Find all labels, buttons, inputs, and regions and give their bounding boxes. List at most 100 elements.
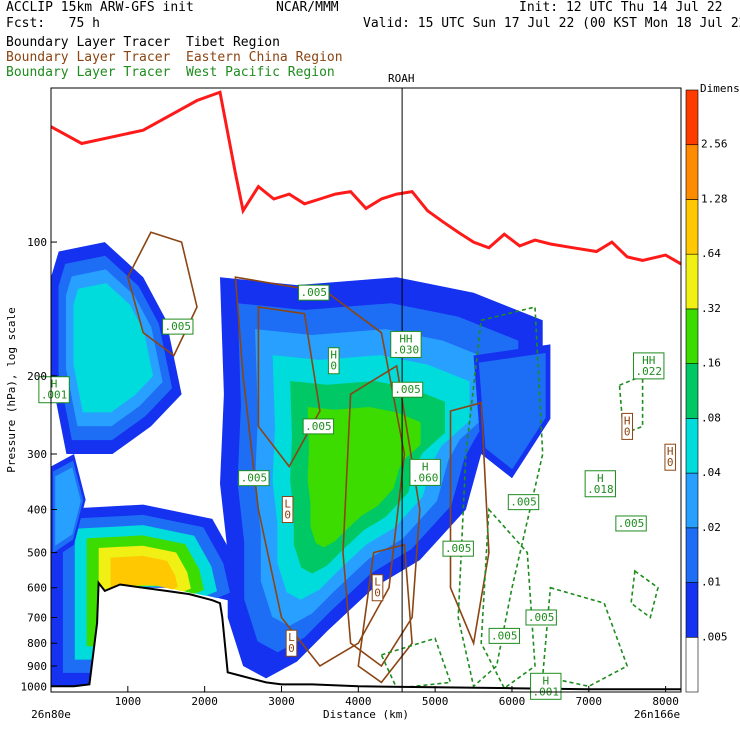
- annotation-box-7: [281, 496, 294, 524]
- x-end-label: 26n166e: [634, 708, 680, 721]
- y-tick-label-4: 500: [27, 547, 47, 560]
- colorbar-label-0: .005: [701, 630, 728, 643]
- y-tick-label-9: 1000: [21, 680, 48, 693]
- header-forecast-hour: Fcst: 75 h: [6, 16, 100, 31]
- y-tick-label-6: 700: [27, 611, 47, 624]
- annotation-label-16-0: HH: [642, 354, 655, 367]
- x-tick-label-5: 6000: [499, 695, 526, 708]
- annotation-label-14-1: .018: [587, 483, 614, 496]
- annotation-box-21: [530, 672, 562, 700]
- annotation-box-15: [615, 515, 647, 532]
- y-tick-label-7: 800: [27, 637, 47, 650]
- colorbar-segment-8: [685, 199, 699, 255]
- y-axis-label: Pressure (hPa), log scale: [5, 307, 18, 473]
- annotation-box-6: [409, 458, 441, 486]
- annotation-box-20: [488, 627, 520, 644]
- annotation-label-21-0: H: [542, 674, 549, 687]
- header-run-title: ACCLIP 15km ARW-GFS init: [6, 0, 194, 15]
- x-tick-label-6: 7000: [576, 695, 603, 708]
- annotation-box-12: [442, 540, 474, 557]
- legend-eastern-china: Boundary Layer Tracer Eastern China Regi…: [6, 50, 343, 65]
- tracer-shade-3-2: [55, 467, 81, 546]
- y-tick-label-8: 900: [27, 660, 47, 673]
- annotation-label-3-0: .005: [394, 383, 421, 396]
- annotation-box-13: [507, 494, 540, 511]
- annotation-label-15-0: .005: [618, 517, 645, 530]
- roah-marker-label: ROAH: [388, 72, 415, 85]
- eastern-china-contour-5: [449, 401, 490, 647]
- annotation-label-9-0: .005: [301, 286, 328, 299]
- annotation-label-14-0: H: [597, 472, 604, 485]
- annotation-label-19-0: .005: [528, 611, 555, 624]
- annotation-label-10-1: 0: [374, 587, 381, 600]
- annotation-label-7-0: L: [284, 498, 291, 511]
- annotation-box-3: [391, 381, 424, 398]
- header-valid-time: Valid: 15 UTC Sun 17 Jul 22 (00 KST Mon …: [363, 16, 740, 31]
- annotation-label-18-1: 0: [667, 456, 674, 469]
- west-pacific-contour-4: [630, 569, 659, 619]
- terrain-line: [51, 580, 681, 691]
- tracer-shade-4-1: [478, 353, 546, 470]
- legend-tibet: Boundary Layer Tracer Tibet Region: [6, 35, 280, 50]
- annotation-box-11: [285, 629, 298, 657]
- annotation-label-13-0: .005: [510, 496, 537, 509]
- y-tick-label-3: 400: [27, 504, 47, 517]
- annotation-box-5: [238, 470, 270, 487]
- colorbar-label-3: .04: [701, 466, 721, 479]
- annotation-label-4-0: .005: [305, 420, 332, 433]
- colorbar-title: Dimensionless: [700, 82, 740, 95]
- y-tick-label-2: 300: [27, 448, 47, 461]
- colorbar-segment-0: [685, 636, 699, 693]
- colorbar-segment-1: [685, 582, 699, 638]
- annotation-box-4: [302, 418, 335, 435]
- colorbar-label-7: .64: [701, 247, 721, 260]
- annotation-box-2: [390, 330, 422, 358]
- colorbar-segment-2: [685, 527, 699, 583]
- y-tick-label-0: 100: [27, 236, 47, 249]
- annotation-box-1: [327, 347, 340, 375]
- header-source: NCAR/MMM: [276, 0, 339, 15]
- colorbar-segment-10: [685, 89, 699, 146]
- tracer-shade-1-5: [307, 407, 421, 548]
- annotation-label-0-0: H: [51, 378, 58, 391]
- header-init-time: Init: 12 UTC Thu 14 Jul 22: [519, 0, 723, 15]
- annotation-box-17: [621, 412, 634, 440]
- colorbar-segment-3: [685, 472, 699, 529]
- colorbar-segment-9: [685, 144, 699, 200]
- annotation-label-2-1: .030: [393, 343, 420, 356]
- annotation-label-20-0: .005: [491, 629, 518, 642]
- colorbar-segment-4: [685, 418, 699, 474]
- annotation-label-17-0: H: [624, 414, 631, 427]
- annotation-box-14: [584, 470, 617, 498]
- annotation-label-8-0: .005: [165, 320, 192, 333]
- annotation-label-18-0: H: [667, 445, 674, 458]
- plot-area: [51, 90, 681, 692]
- annotation-box-16: [633, 352, 665, 380]
- annotation-label-16-1: .022: [635, 365, 662, 378]
- eastern-china-contour-4: [357, 543, 413, 684]
- colorbar-label-8: 1.28: [701, 192, 728, 205]
- x-start-label: 26n80e: [31, 708, 71, 721]
- annotation-label-0-1: .001: [41, 389, 68, 402]
- annotation-box-10: [371, 574, 384, 602]
- annotation-box-18: [664, 443, 677, 471]
- x-tick-label-4: 5000: [422, 695, 449, 708]
- annotation-label-12-0: .005: [445, 542, 472, 555]
- x-tick-label-3: 4000: [345, 695, 372, 708]
- colorbar-label-1: .01: [701, 576, 721, 589]
- annotation-label-11-1: 0: [288, 642, 295, 655]
- annotation-label-10-0: L: [374, 576, 381, 589]
- x-tick-label-7: 8000: [652, 695, 679, 708]
- terrain-mask: [51, 582, 681, 692]
- eastern-china-contour-1: [234, 276, 406, 668]
- annotation-box-9: [298, 284, 330, 301]
- annotation-label-6-0: H: [422, 460, 429, 473]
- west-pacific-contour-3: [380, 637, 452, 690]
- annotation-label-1-0: H: [330, 349, 337, 362]
- annotation-label-7-1: 0: [284, 509, 291, 522]
- x-tick-label-1: 2000: [191, 695, 218, 708]
- tracer-shade-0-3: [73, 283, 154, 413]
- colorbar-label-4: .08: [701, 411, 721, 424]
- plot-frame: [50, 87, 682, 693]
- tropopause-line: [51, 90, 681, 266]
